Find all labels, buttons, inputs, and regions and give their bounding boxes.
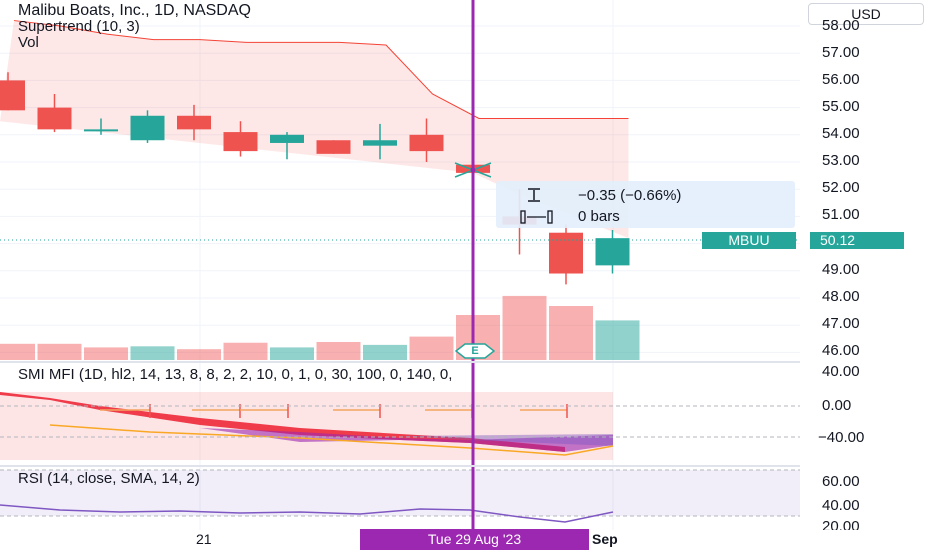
mfi-axis-label: 0.00 bbox=[822, 397, 852, 414]
candle-body bbox=[409, 134, 444, 152]
candle bbox=[270, 132, 304, 160]
rsi-axis-label: 60.00 bbox=[822, 473, 860, 490]
volume-legend[interactable]: Vol bbox=[18, 34, 39, 51]
bar-range-icon bbox=[520, 210, 553, 224]
mfi-legend[interactable]: SMI MFI (1D, hl2, 14, 13, 8, 8, 2, 2, 10… bbox=[18, 366, 453, 383]
crosshair-date-tag: Tue 29 Aug '23 bbox=[360, 529, 589, 550]
volume-bar bbox=[316, 342, 361, 360]
volume-bar bbox=[595, 320, 640, 360]
time-label: Sep bbox=[592, 531, 618, 547]
supertrend-fill bbox=[0, 20, 629, 239]
mfi-axis-label: 40.00 bbox=[822, 363, 860, 380]
price-label: 52.00 bbox=[822, 179, 860, 196]
price-label: 53.00 bbox=[822, 152, 860, 169]
volume-bar bbox=[223, 342, 268, 360]
volume-bar bbox=[549, 306, 593, 360]
candle-body bbox=[316, 140, 351, 154]
grid-lines bbox=[0, 0, 800, 530]
candle bbox=[0, 72, 25, 111]
volume-bar bbox=[0, 343, 35, 360]
currency-selector[interactable]: USD bbox=[808, 3, 924, 25]
bars-count-text: 0 bars bbox=[578, 208, 620, 225]
price-label: 57.00 bbox=[822, 44, 860, 61]
candle-body bbox=[130, 115, 165, 141]
candle-body bbox=[37, 107, 72, 130]
price-label: 47.00 bbox=[822, 315, 860, 332]
candle-body bbox=[0, 80, 25, 111]
supertrend-line bbox=[13, 20, 629, 119]
mfi-tick-markers bbox=[100, 404, 568, 418]
measure-tooltip: −0.35 (−0.66%) 0 bars bbox=[496, 181, 795, 228]
price-label: 54.00 bbox=[822, 125, 860, 142]
candle-body bbox=[223, 132, 258, 152]
candle-body bbox=[84, 129, 118, 132]
candle bbox=[549, 224, 583, 285]
candle bbox=[363, 123, 397, 160]
pane-separator-1[interactable] bbox=[0, 361, 800, 363]
rsi-band bbox=[0, 470, 800, 516]
volume-bar bbox=[409, 336, 454, 360]
price-label: 51.00 bbox=[822, 206, 860, 223]
volume-bar bbox=[37, 343, 82, 360]
candle bbox=[595, 230, 630, 274]
mfi-band bbox=[0, 392, 613, 460]
mfi-signal-line bbox=[49, 424, 614, 456]
volume-bar bbox=[502, 295, 547, 360]
candle bbox=[316, 140, 351, 154]
mfi-violet-area bbox=[400, 434, 613, 446]
candle bbox=[130, 110, 165, 143]
rsi-axis-label: 20.00 bbox=[822, 518, 860, 530]
mfi-purple-area bbox=[200, 428, 613, 452]
price-label: 48.00 bbox=[822, 288, 860, 305]
price-label: 55.00 bbox=[822, 98, 860, 115]
price-label: 49.00 bbox=[822, 261, 860, 278]
ticker-tag: MBUU bbox=[702, 232, 796, 249]
price-change-text: −0.35 (−0.66%) bbox=[578, 187, 682, 204]
candle-body bbox=[363, 140, 397, 146]
price-label: 58.00 bbox=[822, 17, 860, 34]
pane-separator-2[interactable] bbox=[0, 465, 800, 467]
candle bbox=[177, 104, 211, 141]
volume-bar bbox=[363, 344, 407, 360]
candle-body bbox=[270, 134, 304, 143]
volume-bar bbox=[177, 349, 221, 360]
time-label: 21 bbox=[196, 531, 212, 547]
earnings-icon[interactable] bbox=[455, 343, 495, 359]
last-price-tag: 50.12 bbox=[810, 232, 904, 249]
volume-bar bbox=[270, 347, 314, 360]
supertrend-legend[interactable]: Supertrend (10, 3) bbox=[18, 18, 140, 35]
candle bbox=[84, 118, 118, 135]
rsi-legend[interactable]: RSI (14, close, SMA, 14, 2) bbox=[18, 470, 200, 487]
mfi-axis-label: −40.00 bbox=[818, 429, 865, 446]
volume-bar bbox=[130, 346, 175, 360]
candle-body bbox=[549, 232, 583, 274]
price-label: 46.00 bbox=[822, 342, 860, 359]
candle bbox=[37, 94, 72, 133]
rsi-line bbox=[0, 504, 614, 523]
candle-body bbox=[595, 238, 630, 266]
symbol-title[interactable]: Malibu Boats, Inc., 1D, NASDAQ bbox=[18, 2, 251, 19]
candle bbox=[409, 118, 444, 162]
rsi-axis-label: 40.00 bbox=[822, 497, 860, 514]
price-label: 56.00 bbox=[822, 71, 860, 88]
volume-bar bbox=[84, 347, 128, 360]
price-range-icon bbox=[528, 188, 540, 202]
volume-bars bbox=[0, 295, 640, 360]
earnings-badge-label: E bbox=[471, 345, 479, 357]
candle-body bbox=[177, 115, 211, 130]
candle bbox=[223, 121, 258, 157]
